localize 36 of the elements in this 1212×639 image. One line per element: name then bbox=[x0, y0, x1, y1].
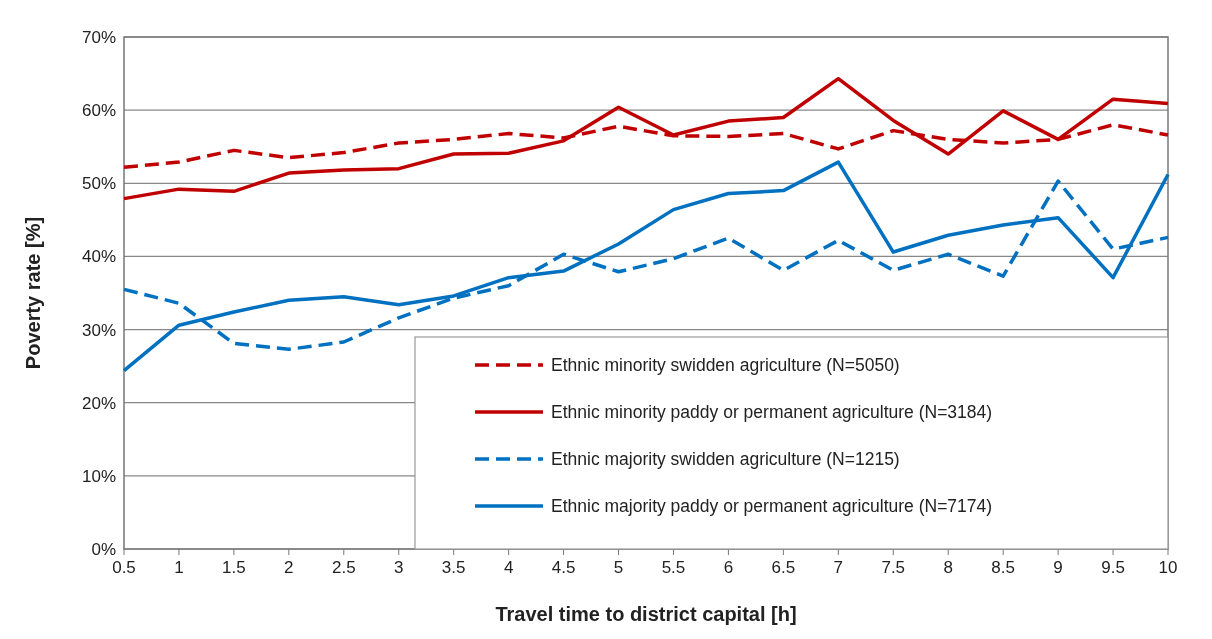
x-tick-label: 3.5 bbox=[441, 558, 466, 577]
legend-label: Ethnic minority paddy or permanent agriculture (N=3184) bbox=[551, 402, 993, 423]
x-tick-label: 6 bbox=[723, 558, 734, 577]
x-tick-label: 1.5 bbox=[222, 558, 246, 577]
x-tick-label: 1 bbox=[174, 558, 184, 577]
y-tick-label: 70% bbox=[81, 27, 116, 47]
y-axis-title: Poverty rate [%] bbox=[22, 216, 44, 370]
line-series bbox=[122, 76, 1170, 201]
x-tick-label: 8.5 bbox=[991, 558, 1015, 577]
x-tick-label: 8 bbox=[943, 558, 953, 577]
x-tick-label: 2 bbox=[284, 558, 294, 577]
x-tick-label: 7 bbox=[833, 558, 844, 577]
x-axis-title: Travel time to district capital [h] bbox=[495, 603, 797, 625]
y-tick-label: 0% bbox=[91, 539, 116, 559]
x-tick-label: 9.5 bbox=[1101, 558, 1125, 577]
x-tick-label: 4.5 bbox=[551, 558, 576, 577]
x-tick-label: 0.5 bbox=[112, 558, 136, 577]
y-tick-label: 50% bbox=[81, 174, 116, 194]
legend-label: Ethnic majority paddy or permanent agriculture (N=7174) bbox=[551, 496, 993, 517]
x-tick-label: 3 bbox=[394, 558, 404, 577]
x-tick-label: 7.5 bbox=[881, 558, 906, 577]
line-series bbox=[122, 160, 1170, 373]
y-tick-label: 20% bbox=[81, 393, 116, 413]
y-tick-label: 30% bbox=[81, 320, 116, 340]
x-tick-label: 10 bbox=[1158, 558, 1178, 577]
legend-label: Ethnic majority swidden agriculture (N=1215) bbox=[551, 449, 900, 470]
x-tick-label: 2.5 bbox=[331, 558, 356, 577]
x-tick-label: 5.5 bbox=[661, 558, 686, 577]
x-tick-label: 9 bbox=[1053, 558, 1063, 577]
legend-label: Ethnic minority swidden agriculture (N=5050) bbox=[551, 355, 900, 376]
y-tick-label: 10% bbox=[81, 466, 116, 486]
x-tick-label: 4 bbox=[503, 558, 514, 577]
y-tick-label: 40% bbox=[81, 247, 116, 267]
y-tick-label: 60% bbox=[81, 101, 116, 121]
x-tick-label: 5 bbox=[613, 558, 624, 577]
x-tick-label: 6.5 bbox=[771, 558, 796, 577]
